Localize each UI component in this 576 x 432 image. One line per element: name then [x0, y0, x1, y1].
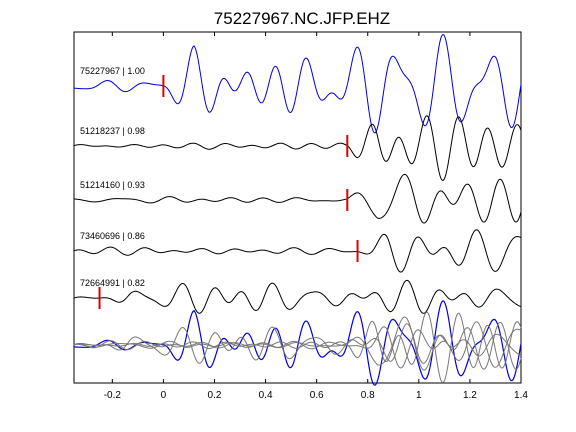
- overlay-trace: [73, 323, 522, 364]
- x-tick-label: 0.2: [208, 390, 222, 401]
- waveform-trace: [74, 173, 522, 224]
- waveform-trace: [73, 115, 522, 182]
- x-axis: -0.2 0 0.2 0.4 0.6 0.8 1 1.2 1.4: [104, 32, 528, 401]
- waveform-trace: [73, 279, 522, 314]
- x-tick-label: 1.4: [514, 390, 528, 401]
- trace-labels: 75227967 | 1.00 51218237 | 0.98 51214160 |…: [80, 66, 145, 288]
- trace-label: 51218237 | 0.98: [80, 126, 145, 136]
- chart-title: 75227967.NC.JFP.EHZ: [214, 9, 390, 28]
- x-tick-label: -0.2: [104, 390, 122, 401]
- waveform-trace: [73, 33, 522, 134]
- x-tick-label: 0.8: [361, 390, 375, 401]
- waveform-trace: [73, 229, 522, 273]
- trace-label: 72664991 | 0.82: [80, 278, 145, 288]
- overlay-trace: [73, 300, 522, 386]
- x-tick-label: 1.2: [463, 390, 477, 401]
- x-tick-label: 0.4: [259, 390, 273, 401]
- trace-label: 73460696 | 0.86: [80, 231, 145, 241]
- trace-overlay: [73, 300, 522, 386]
- pick-markers: [98, 75, 359, 309]
- plot-area: [73, 31, 522, 384]
- x-tick-label: 0.6: [310, 390, 324, 401]
- trace-label: 51214160 | 0.93: [80, 180, 145, 190]
- x-tick-label: 1: [416, 390, 422, 401]
- x-tick-label: 0: [161, 390, 167, 401]
- trace-label: 75227967 | 1.00: [80, 66, 145, 76]
- waveform-traces: [73, 33, 522, 314]
- overlay-trace: [73, 311, 522, 384]
